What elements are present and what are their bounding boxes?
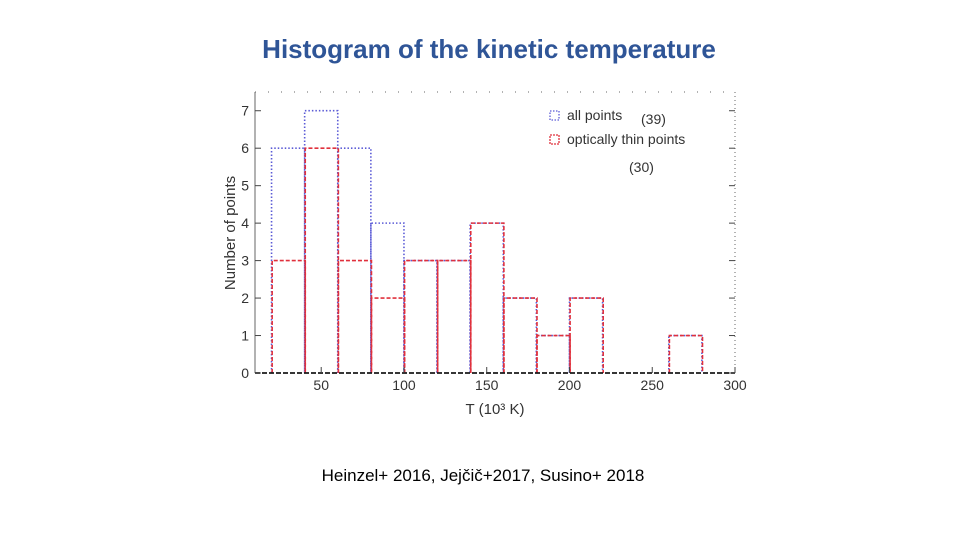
plot-frame: [254, 91, 736, 373]
histogram-bar: [502, 297, 538, 373]
histogram-bar: [436, 259, 472, 373]
histogram-bar: [336, 147, 372, 373]
y-tick-label: 0: [241, 365, 249, 381]
histogram-bar: [503, 297, 538, 373]
y-tick-label: 7: [241, 103, 249, 119]
slide-title: Histogram of the kinetic temperature: [262, 34, 716, 64]
x-axis-label: T (10³ K): [466, 401, 525, 418]
histogram-bar: [535, 334, 571, 373]
series-all-points: [270, 109, 703, 373]
histogram-bar: [668, 334, 704, 373]
histogram-bar: [569, 297, 604, 373]
histogram-bar: [370, 297, 406, 373]
x-tick-label: 150: [475, 377, 499, 393]
y-tick-label: 6: [241, 140, 249, 156]
histogram-bar: [667, 334, 703, 373]
histogram-bar: [271, 259, 307, 373]
legend-count: (30): [629, 159, 654, 175]
y-axis-label: Number of points: [222, 176, 239, 290]
legend-swatch: [549, 110, 560, 121]
axes: 0 1 2 3 4 5 6 7 50 100 150 200 250 300: [241, 103, 747, 393]
histogram-bar: [270, 147, 306, 373]
x-tick-label: 300: [723, 377, 747, 393]
histogram-bar: [469, 222, 505, 373]
legend: all points optically thin points (39) (30): [549, 107, 685, 175]
y-tick-label: 4: [241, 215, 249, 231]
y-tick-label: 3: [241, 253, 249, 269]
x-tick-label: 100: [392, 377, 416, 393]
histogram-bar: [303, 109, 339, 373]
legend-count: (39): [641, 111, 666, 127]
histogram-bar: [337, 259, 373, 373]
y-tick-label: 1: [241, 328, 249, 344]
y-tick-label: 2: [241, 290, 249, 306]
legend-swatch: [549, 134, 560, 145]
histogram-bar: [403, 259, 438, 373]
histogram-bar: [304, 147, 340, 373]
histogram-bar: [536, 334, 571, 373]
legend-label: all points: [567, 107, 622, 123]
x-tick-label: 250: [641, 377, 665, 393]
caption: Heinzel+ 2016, Jejčič+2017, Susino+ 2018: [321, 466, 645, 485]
y-tick-label: 5: [241, 178, 249, 194]
histogram-bar: [568, 297, 604, 373]
series-optically-thin-points: [271, 147, 704, 373]
x-tick-label: 200: [558, 377, 582, 393]
histogram-bar: [436, 259, 471, 373]
histogram-bar: [469, 222, 505, 373]
legend-label: optically thin points: [567, 131, 685, 147]
x-tick-label: 50: [313, 377, 329, 393]
histogram-bar: [403, 259, 439, 373]
